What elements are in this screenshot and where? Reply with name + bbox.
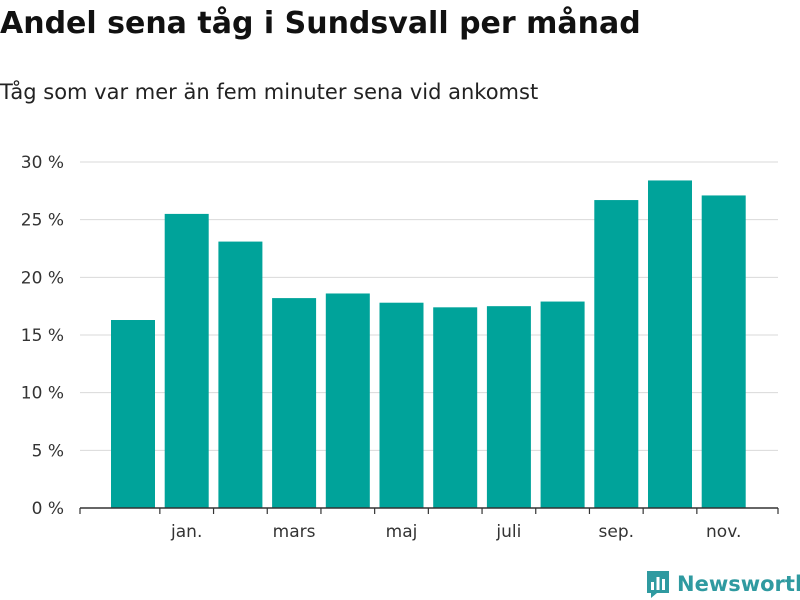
brand-name: Newsworthy — [677, 572, 800, 596]
y-tick-label: 10 % — [21, 384, 64, 404]
bar-12 — [701, 195, 746, 509]
x-tick-label: jan. — [170, 522, 202, 542]
bar-1 — [111, 320, 155, 508]
x-tick-label: mars — [273, 522, 316, 542]
chart-subtitle: Tåg som var mer än fem minuter sena vid … — [0, 80, 539, 104]
y-tick-label: 30 % — [21, 153, 64, 173]
bar-7 — [433, 307, 478, 508]
x-tick-label: sep. — [599, 522, 635, 542]
bar-4 — [272, 298, 317, 508]
y-tick-label: 5 % — [32, 441, 64, 461]
y-tick-label: 20 % — [21, 268, 64, 288]
bar-3 — [218, 241, 263, 508]
bar-8 — [486, 306, 531, 508]
y-tick-label: 25 % — [21, 211, 64, 231]
bar-6 — [379, 302, 424, 508]
x-tick-label: maj — [386, 522, 418, 542]
axes: 0 % 5 % 10 % 15 % 20 % 25 % 30 % jan. mars maj jul… — [21, 153, 779, 542]
newsworthy-logo-icon — [647, 571, 669, 598]
bar-9 — [540, 301, 585, 508]
x-tick-label: juli — [495, 522, 521, 542]
y-tick-label: 15 % — [21, 326, 64, 346]
y-tick-label: 0 % — [32, 499, 64, 519]
bar-11 — [648, 180, 692, 508]
bar-10 — [594, 200, 639, 508]
brand-logo: Newsworthy — [645, 568, 800, 600]
x-tick-label: nov. — [706, 522, 741, 542]
bar-5 — [325, 293, 370, 508]
bars — [111, 180, 746, 509]
bar-2 — [164, 213, 209, 508]
chart-title: Andel sena tåg i Sundsvall per månad — [0, 6, 641, 41]
